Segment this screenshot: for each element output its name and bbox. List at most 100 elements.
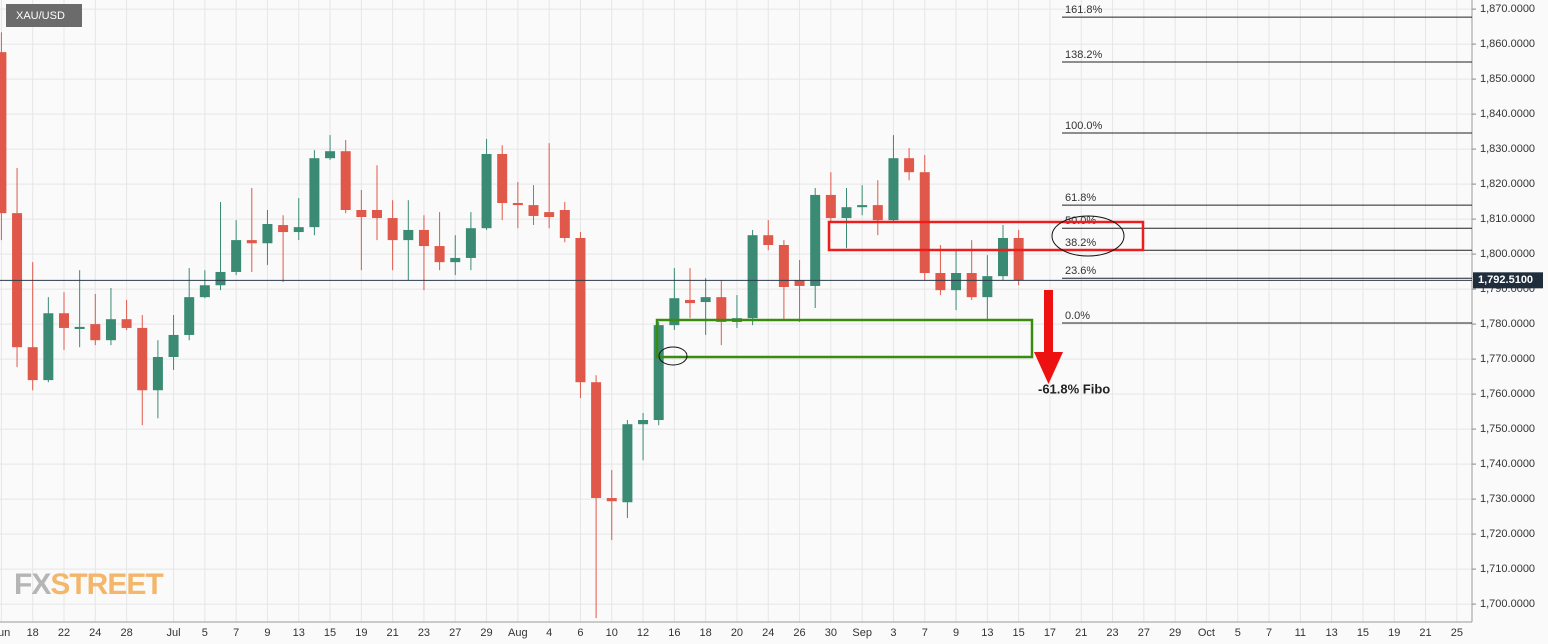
- candle-body: [544, 212, 555, 217]
- candle-body: [528, 205, 539, 216]
- candle-body: [121, 319, 132, 328]
- candle-body: [90, 324, 101, 341]
- x-tick-label: 16: [668, 627, 680, 639]
- fib-label: 138.2%: [1065, 49, 1103, 61]
- candle-body: [231, 240, 242, 272]
- annotations: -61.8% Fibo: [655, 215, 1145, 396]
- candle-body: [700, 297, 711, 303]
- x-tick-label: 13: [981, 627, 993, 639]
- x-tick-label: Jul: [167, 627, 181, 639]
- watermark-fx: FX: [14, 568, 51, 601]
- candle-body: [105, 319, 116, 341]
- candle-body: [763, 235, 774, 245]
- x-tick-label: 23: [418, 627, 430, 639]
- y-tick-label: 1,750.0000: [1480, 423, 1535, 435]
- y-tick-label: 1,780.0000: [1480, 318, 1535, 330]
- x-tick-label: 15: [1357, 627, 1369, 639]
- candle-body: [966, 273, 977, 298]
- x-tick-label: 5: [1235, 627, 1241, 639]
- support-box: [655, 318, 1034, 359]
- candle-body: [653, 325, 664, 420]
- y-tick-label: 1,700.0000: [1480, 598, 1535, 610]
- candle-body: [841, 207, 852, 219]
- y-tick-label: 1,850.0000: [1480, 73, 1535, 85]
- x-tick-label: 24: [762, 627, 774, 639]
- x-tick-label: Jun: [0, 627, 10, 639]
- arrow-shaft: [1044, 290, 1053, 352]
- candle-body: [27, 347, 38, 381]
- candle-body: [904, 158, 915, 173]
- candle-body: [278, 225, 289, 233]
- candle-body: [591, 382, 602, 499]
- fib-label: 38.2%: [1065, 237, 1096, 249]
- y-tick-label: 1,760.0000: [1480, 388, 1535, 400]
- x-tick-label: 15: [324, 627, 336, 639]
- candle-body: [716, 297, 727, 322]
- candle-body: [59, 313, 69, 328]
- y-tick-label: 1,710.0000: [1480, 563, 1535, 575]
- x-tick-label: 7: [233, 627, 239, 639]
- fib-label: 100.0%: [1065, 120, 1103, 132]
- candle-body: [685, 299, 695, 304]
- candle-body: [137, 327, 148, 391]
- x-tick-label: 6: [577, 627, 583, 639]
- candle-body: [43, 313, 54, 381]
- x-tick-label: 10: [606, 627, 618, 639]
- last-price-tag: [1473, 272, 1543, 289]
- candle-body: [387, 218, 398, 241]
- candle-body: [262, 224, 273, 244]
- x-tick-label: 15: [1013, 627, 1025, 639]
- candle-body: [810, 194, 821, 286]
- candle-body: [606, 498, 617, 502]
- candle-body: [747, 235, 758, 319]
- y-tick-label: 1,740.0000: [1480, 458, 1535, 470]
- candle-body: [1013, 238, 1024, 280]
- fib-label: 23.6%: [1065, 265, 1096, 277]
- x-tick-label: 11: [1295, 627, 1306, 639]
- candle-body: [152, 357, 163, 391]
- candle-body: [794, 280, 805, 286]
- candle-body: [340, 151, 351, 210]
- candle-body: [982, 276, 993, 298]
- candle-body: [888, 158, 899, 221]
- x-tick-label: 22: [58, 627, 70, 639]
- fib-label: 161.8%: [1065, 4, 1103, 16]
- candle-body: [0, 52, 7, 214]
- y-tick-label: 1,720.0000: [1480, 528, 1535, 540]
- fib-label: 0.0%: [1065, 310, 1090, 322]
- last-price-label: 1,792.5100: [1478, 274, 1533, 286]
- x-tick-label: 9: [264, 627, 270, 639]
- y-tick-label: 1,800.0000: [1480, 248, 1535, 260]
- candle-body: [575, 238, 586, 383]
- x-tick-label: 21: [1075, 627, 1087, 639]
- y-tick-label: 1,820.0000: [1480, 178, 1535, 190]
- x-tick-label: 25: [1451, 627, 1463, 639]
- y-tick-label: 1,830.0000: [1480, 143, 1535, 155]
- candle-body: [622, 424, 633, 503]
- watermark-street: STREET: [50, 568, 163, 601]
- x-tick-label: 26: [793, 627, 805, 639]
- candle-body: [638, 420, 649, 425]
- x-tick-label: 27: [449, 627, 461, 639]
- candle-body: [309, 158, 320, 228]
- candle-body: [450, 257, 461, 263]
- y-tick-label: 1,730.0000: [1480, 493, 1535, 505]
- x-tick-label: 12: [637, 627, 649, 639]
- x-tick-label: 29: [480, 627, 492, 639]
- highlight-ellipse: [1051, 215, 1125, 257]
- y-tick-label: 1,840.0000: [1480, 108, 1535, 120]
- x-tick-label: 5: [202, 627, 208, 639]
- candle-body: [418, 229, 429, 247]
- x-tick-label: 24: [89, 627, 101, 639]
- x-tick-label: 30: [825, 627, 837, 639]
- x-tick-label: 20: [731, 627, 743, 639]
- symbol: XAU/USD: [16, 10, 65, 22]
- candle-body: [825, 194, 836, 219]
- candle-body: [184, 297, 195, 335]
- candle-body: [935, 273, 946, 291]
- candle-body: [434, 246, 445, 263]
- x-tick-label: 17: [1044, 627, 1056, 639]
- x-tick-label: 21: [1419, 627, 1431, 639]
